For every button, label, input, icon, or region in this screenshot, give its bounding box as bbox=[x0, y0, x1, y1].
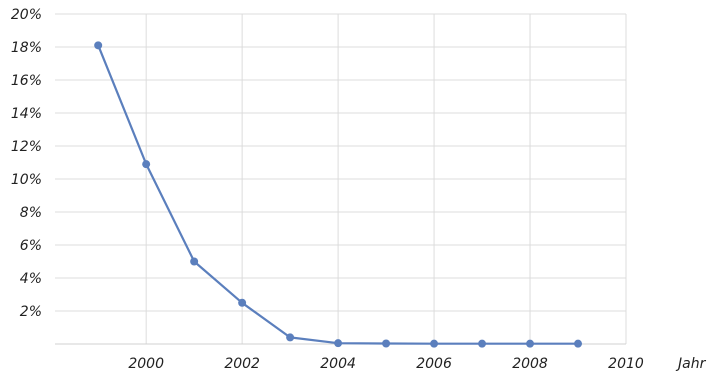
data-point bbox=[286, 333, 294, 341]
y-tick-label: 8% bbox=[20, 205, 42, 221]
data-point bbox=[574, 340, 582, 348]
data-point bbox=[142, 160, 150, 168]
data-point bbox=[478, 340, 486, 348]
data-point bbox=[190, 258, 198, 266]
y-axis-ticks: 2% 4% 6% 8% 10% 12% 14% 16% 18% 20% bbox=[11, 7, 42, 320]
x-axis-label: Jahr bbox=[675, 356, 707, 372]
x-tick-label: 2008 bbox=[512, 356, 548, 372]
data-point bbox=[382, 340, 390, 348]
y-tick-label: 4% bbox=[20, 271, 42, 287]
data-point bbox=[334, 339, 342, 347]
x-tick-label: 2000 bbox=[128, 356, 164, 372]
data-point bbox=[238, 299, 246, 307]
y-tick-label: 6% bbox=[20, 238, 42, 254]
data-point bbox=[526, 340, 534, 348]
x-tick-label: 2004 bbox=[320, 356, 356, 372]
y-tick-label: 16% bbox=[11, 73, 42, 89]
y-tick-label: 2% bbox=[20, 304, 42, 320]
data-point bbox=[430, 340, 438, 348]
x-tick-label: 2006 bbox=[416, 356, 452, 372]
y-tick-label: 10% bbox=[11, 172, 42, 188]
x-axis-ticks: 2000 2002 2004 2006 2008 2010 bbox=[128, 356, 644, 372]
x-tick-label: 2010 bbox=[608, 356, 644, 372]
x-tick-label: 2002 bbox=[224, 356, 260, 372]
y-tick-label: 12% bbox=[11, 139, 42, 155]
grid bbox=[55, 14, 626, 344]
data-point bbox=[94, 41, 102, 49]
y-tick-label: 14% bbox=[11, 106, 42, 122]
y-tick-label: 20% bbox=[11, 7, 42, 23]
y-tick-label: 18% bbox=[11, 40, 42, 56]
